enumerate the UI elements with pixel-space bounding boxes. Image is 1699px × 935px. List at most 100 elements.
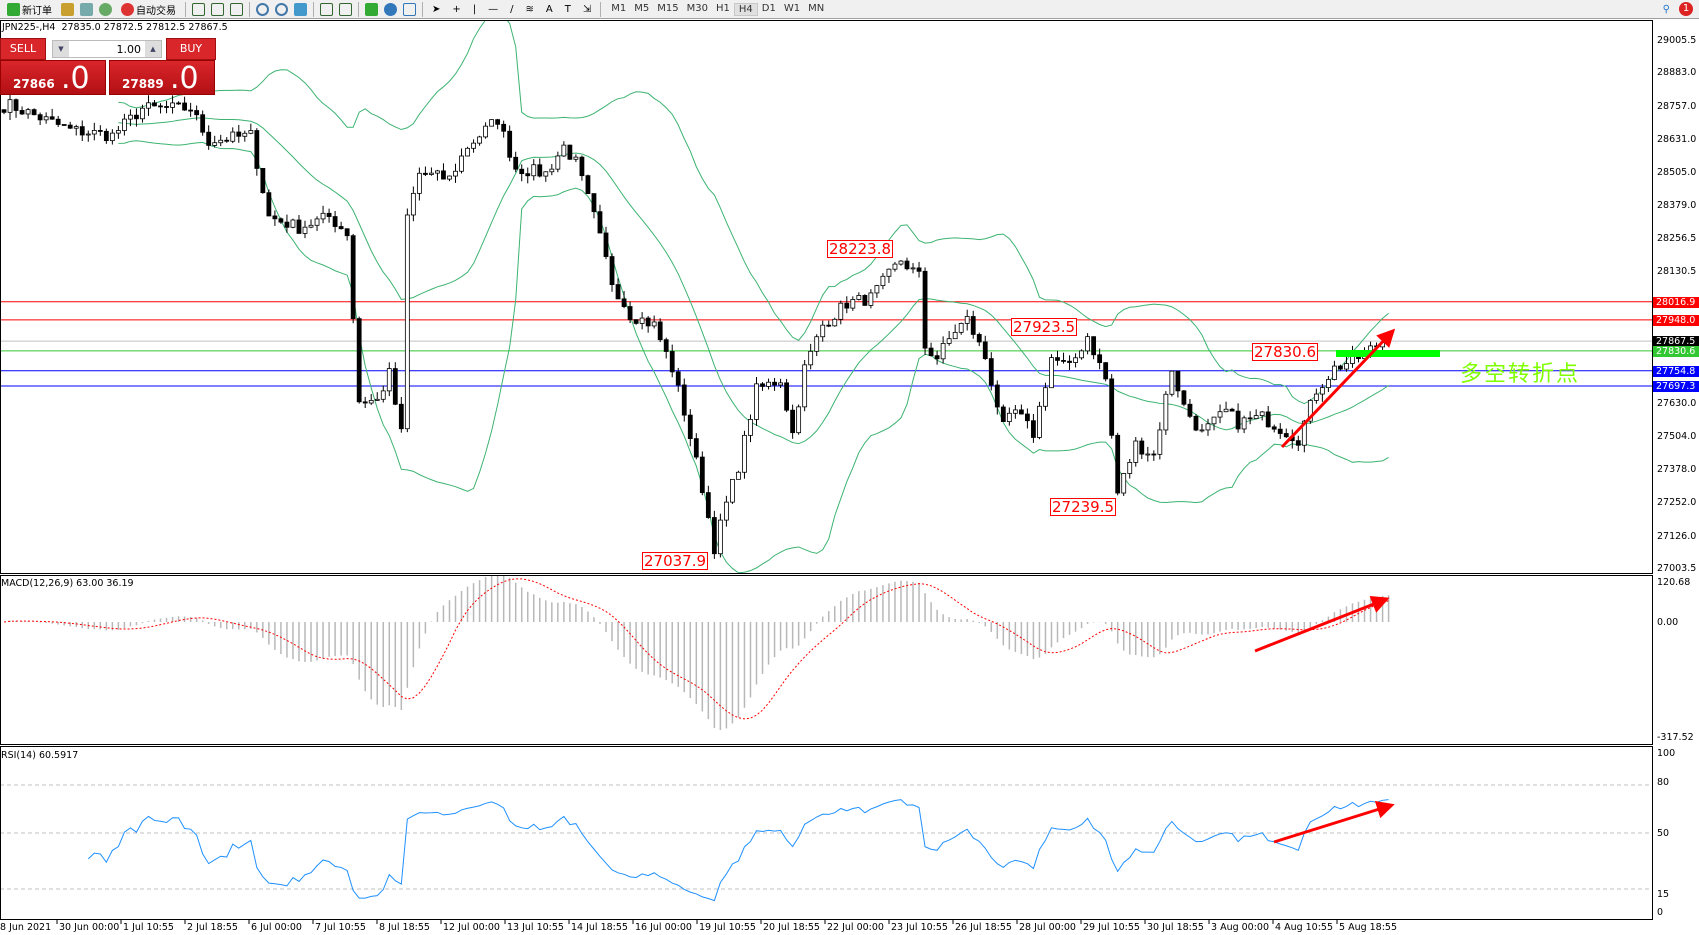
timeframe-m5[interactable]: M5 <box>634 2 650 14</box>
candle-bear <box>392 368 398 405</box>
candle-bear <box>1103 362 1109 380</box>
candle-bull <box>109 132 115 142</box>
buy-price[interactable]: 27889.0 <box>109 60 215 96</box>
search-icon[interactable]: ⚲ <box>1662 3 1670 15</box>
candle-bull <box>489 119 495 127</box>
line-chart-icon[interactable] <box>230 2 243 16</box>
candle-bull <box>1145 453 1151 456</box>
notification-badge[interactable]: 1 <box>1679 2 1693 16</box>
candle-bull <box>1121 473 1127 494</box>
candle-bear <box>1235 410 1241 430</box>
bollinger-upper <box>118 21 1389 405</box>
candle-chart-icon[interactable] <box>211 2 224 16</box>
timeframe-h1[interactable]: H1 <box>715 2 730 14</box>
time-axis-label: 3 Aug 00:00 <box>1211 922 1270 933</box>
candle-bull <box>146 102 151 109</box>
vertical-line-icon[interactable]: | <box>472 3 477 15</box>
candle-bull <box>766 381 771 387</box>
candle-bull <box>314 218 320 226</box>
timeframe-h4[interactable]: H4 <box>733 2 758 16</box>
candle-bear <box>627 306 633 321</box>
candle-bull <box>1073 357 1078 363</box>
timeframe-mn[interactable]: MN <box>808 2 825 14</box>
timeframe-m15[interactable]: M15 <box>657 2 679 14</box>
candle-bear <box>922 270 928 349</box>
candle-bull <box>1326 379 1331 389</box>
templates-icon[interactable] <box>403 2 416 16</box>
lot-size-field[interactable]: ▼ 1.00 ▲ <box>52 40 162 58</box>
candle-bull <box>7 99 13 113</box>
lot-decrease-icon[interactable]: ▼ <box>53 41 69 57</box>
lot-increase-icon[interactable]: ▲ <box>145 41 161 57</box>
candle-bull <box>1037 405 1042 438</box>
candle-bull <box>410 192 416 216</box>
text-icon[interactable]: A <box>545 3 553 15</box>
one-click-trading-panel: SELL ▼ 1.00 ▲ BUY 27866.0 27889.0 <box>0 38 216 96</box>
trendline-icon[interactable]: / <box>510 3 514 15</box>
candle-bear <box>772 381 777 386</box>
candle-bull <box>242 132 248 137</box>
timeframe-d1[interactable]: D1 <box>761 2 776 14</box>
chart-shift-icon[interactable] <box>339 2 352 16</box>
candle-bull <box>91 130 97 135</box>
market-icon[interactable] <box>80 2 93 16</box>
price-label-low-2: 27239.5 <box>1050 498 1117 516</box>
zoom-in-icon[interactable] <box>256 2 269 16</box>
candle-bear <box>826 324 832 327</box>
candle-bull <box>1006 412 1012 422</box>
price-axis-label: 28505.0 <box>1657 166 1697 178</box>
tile-windows-icon[interactable] <box>294 2 307 16</box>
arrows-icon[interactable]: ⇲ <box>582 3 592 15</box>
auto-trading-button[interactable]: 自动交易 <box>118 1 179 17</box>
candle-bull <box>742 434 747 473</box>
candle-bull <box>483 125 489 138</box>
candle-bull <box>1241 417 1247 430</box>
gold-icon[interactable] <box>61 2 74 16</box>
candle-bear <box>206 131 212 146</box>
candle-bull <box>290 219 296 228</box>
periods-icon[interactable] <box>384 2 397 16</box>
candle-bear <box>784 382 789 411</box>
candle-bull <box>543 171 549 177</box>
level-marker: 28016.9 <box>1653 296 1699 308</box>
indicators-icon[interactable] <box>365 2 378 16</box>
time-axis-label: 5 Aug 18:55 <box>1339 922 1398 933</box>
horizontal-line-icon[interactable]: — <box>488 3 499 15</box>
candle-bear <box>934 355 940 360</box>
candle-bull <box>1307 399 1313 422</box>
candle-bear <box>687 414 693 440</box>
sell-button[interactable]: SELL <box>0 38 46 60</box>
trend-arrow-price <box>1280 328 1396 449</box>
new-order-button[interactable]: 新订单 <box>4 1 55 17</box>
trend-arrow-macd <box>1254 596 1390 653</box>
text-label-icon[interactable]: T <box>564 3 571 15</box>
separator <box>600 1 602 17</box>
auto-scroll-icon[interactable] <box>320 2 333 16</box>
timeframe-m1[interactable]: M1 <box>611 2 627 14</box>
time-axis-label: 12 Jul 00:00 <box>443 922 500 933</box>
candle-bull <box>459 155 464 172</box>
timeframe-w1[interactable]: W1 <box>783 2 801 14</box>
candle-bear <box>97 130 103 132</box>
candle-bear <box>1055 357 1060 361</box>
zoom-out-icon[interactable] <box>275 2 288 16</box>
candle-bull <box>1313 393 1319 401</box>
bollinger-middle <box>118 117 1389 445</box>
candle-bull <box>639 317 645 324</box>
lot-size-value[interactable]: 1.00 <box>116 42 142 56</box>
candle-bull <box>248 130 254 134</box>
timeframe-m30[interactable]: M30 <box>686 2 708 14</box>
time-axis-label: 30 Jul 18:55 <box>1147 922 1204 933</box>
candle-bull <box>724 501 729 521</box>
crosshair-icon[interactable]: + <box>452 3 461 15</box>
buy-button[interactable]: BUY <box>166 38 216 60</box>
fibonacci-icon[interactable]: ≋ <box>525 3 534 15</box>
cursor-icon[interactable]: ➤ <box>432 3 441 15</box>
candle-bear <box>152 102 157 107</box>
bar-chart-icon[interactable] <box>192 2 205 16</box>
signal-icon[interactable] <box>99 2 112 16</box>
candle-bear <box>711 517 717 555</box>
price-axis-label: 27003.5 <box>1657 562 1697 574</box>
sell-price[interactable]: 27866.0 <box>0 60 106 96</box>
